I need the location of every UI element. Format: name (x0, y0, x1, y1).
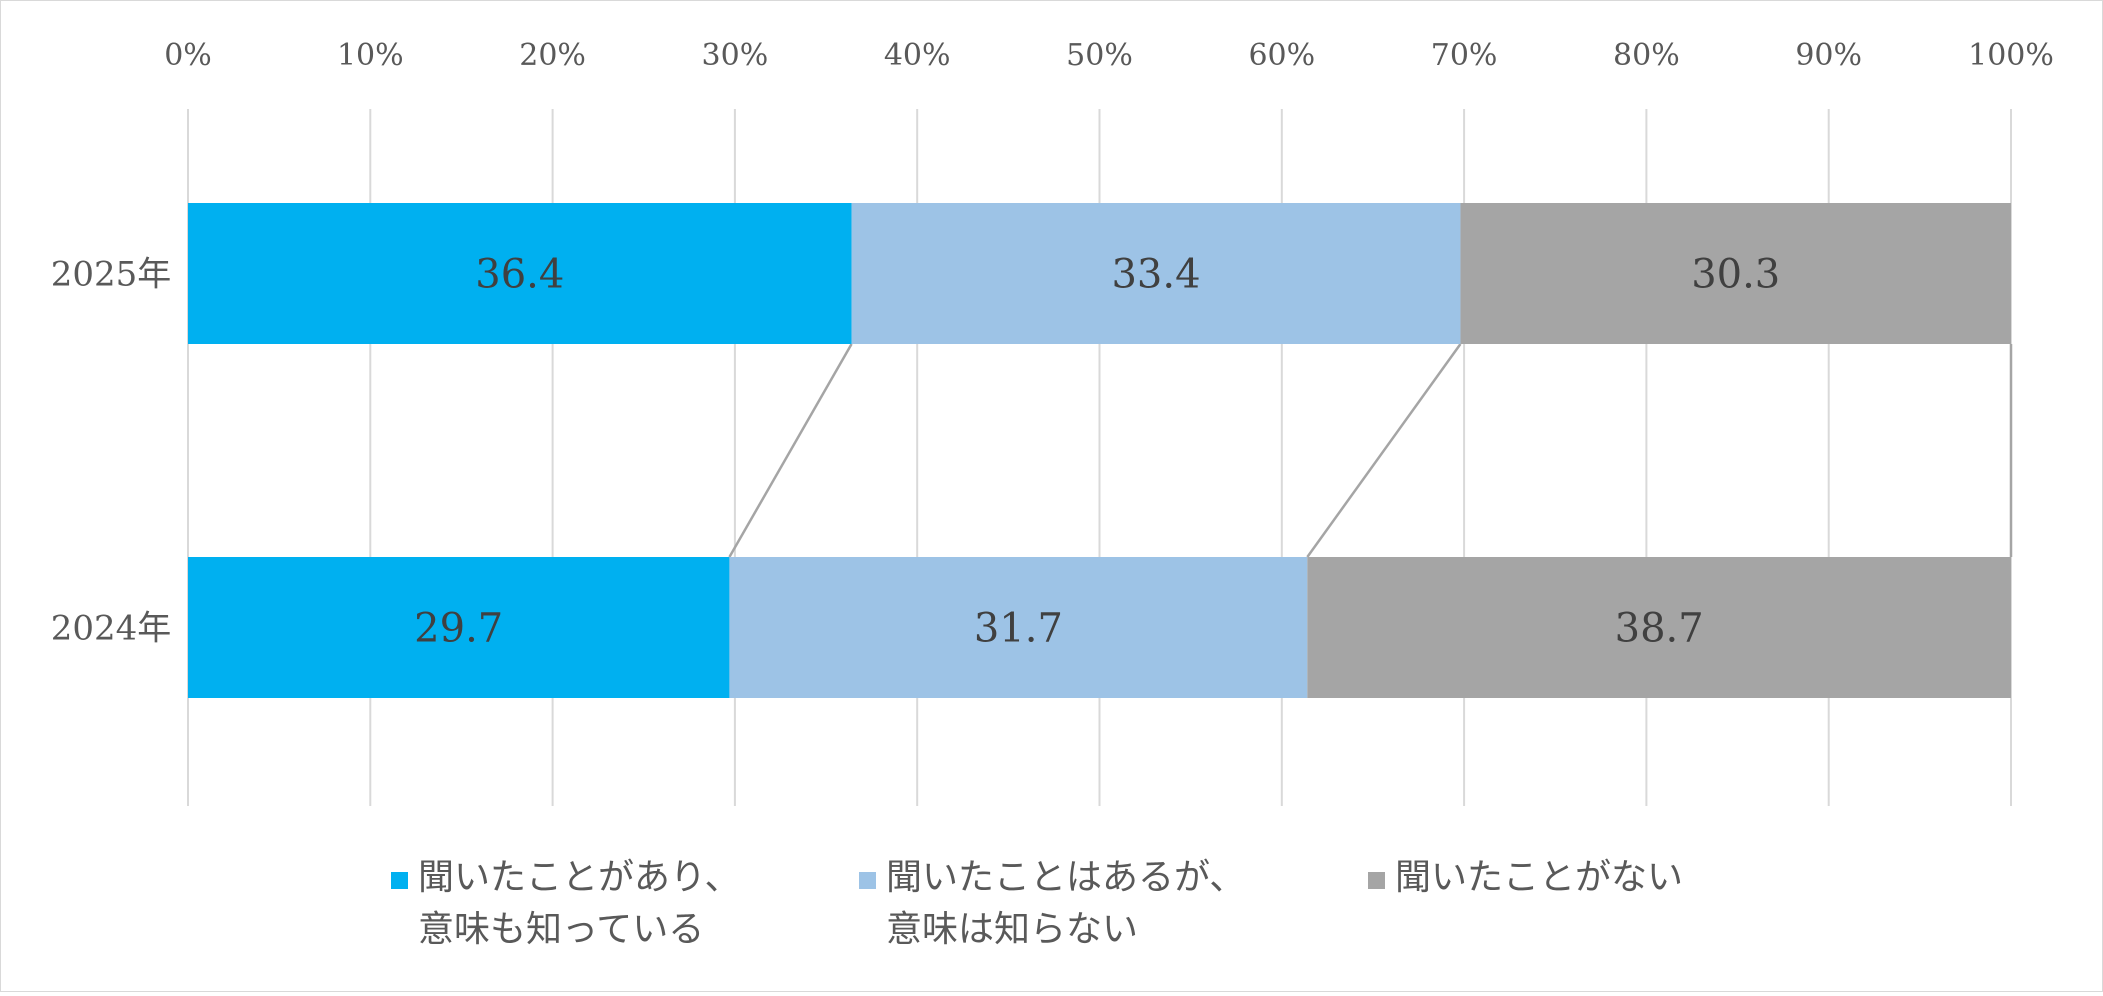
legend-swatch (1368, 872, 1385, 889)
data-label: 29.7 (414, 606, 503, 652)
series-line (728, 343, 853, 558)
series-line (1306, 343, 1462, 558)
legend-label: 聞いたことがあり、 (418, 857, 741, 898)
category-label: 2025年 (51, 255, 172, 295)
data-label: 30.3 (1691, 252, 1780, 298)
x-tick-label: 80% (1613, 38, 1680, 73)
bar-segment (729, 557, 1308, 698)
bar-segment (1307, 557, 2011, 698)
x-tick-label: 30% (702, 38, 769, 73)
x-tick-label: 40% (884, 38, 951, 73)
legend-label: 意味も知っている (418, 909, 704, 950)
x-tick-label: 10% (337, 38, 404, 73)
bars: 36.4 33.4 30.3 29.7 31.7 38.7 (188, 203, 2011, 698)
legend: 聞いたことがあり、意味も知っている 聞いたことはあるが、意味は知らない 聞いたことが… (391, 857, 1683, 950)
x-tick-label: 100% (1968, 38, 2054, 73)
series-lines (728, 343, 2013, 558)
legend-item: 聞いたことがあり、意味も知っている (391, 857, 741, 950)
bar-segment (1460, 203, 2011, 344)
legend-label: 聞いたことがない (1395, 857, 1683, 898)
data-label: 38.7 (1615, 606, 1704, 652)
x-tick-label: 90% (1795, 38, 1862, 73)
legend-label: 聞いたことはあるが、 (886, 857, 1245, 898)
bar-segment (188, 557, 730, 698)
data-label: 33.4 (1111, 252, 1200, 298)
x-tick-label: 50% (1066, 38, 1133, 73)
legend-item: 聞いたことはあるが、意味は知らない (859, 857, 1245, 950)
legend-item: 聞いたことがない (1368, 857, 1683, 898)
legend-swatch (859, 872, 876, 889)
x-tick-label: 70% (1431, 38, 1498, 73)
data-label: 31.7 (974, 606, 1063, 652)
x-tick-label: 0% (164, 38, 212, 73)
data-label: 36.4 (475, 252, 564, 298)
x-axis-ticks: 0% 10% 20% 30% 40% 50% 60% 70% 80% 90% 100% (164, 38, 2054, 73)
bar-segment (851, 203, 1461, 344)
legend-label: 意味は知らない (886, 909, 1138, 950)
x-tick-label: 20% (519, 38, 586, 73)
bar-segment (188, 203, 852, 344)
legend-swatch (391, 872, 408, 889)
x-tick-label: 60% (1248, 38, 1315, 73)
category-label: 2024年 (51, 609, 172, 649)
y-axis-categories: 2025年 2024年 (51, 255, 172, 649)
